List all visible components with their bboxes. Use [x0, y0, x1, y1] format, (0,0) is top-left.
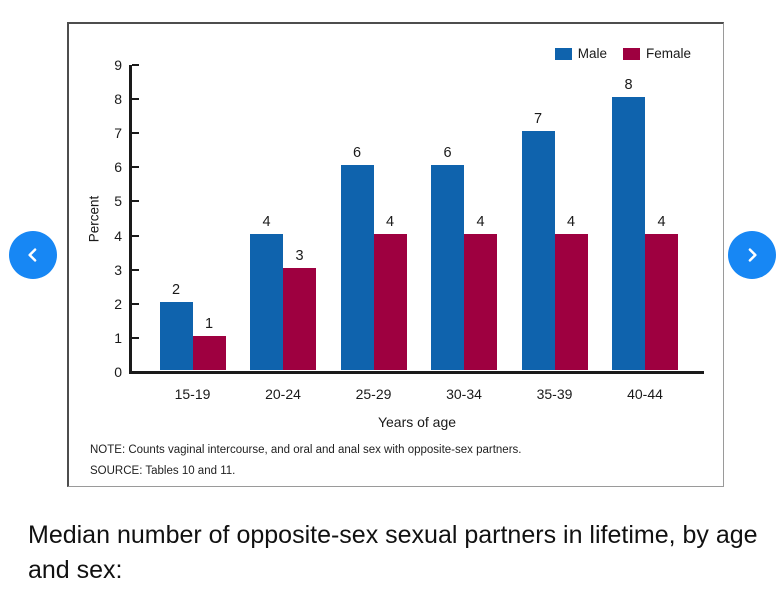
x-axis-line [129, 371, 704, 374]
bar-male-35-39 [521, 131, 555, 370]
bar-value-label: 6 [352, 145, 362, 162]
chevron-left-icon [23, 245, 43, 265]
y-tick [132, 371, 139, 373]
legend-item-female: Female [622, 46, 691, 61]
y-tick-label: 3 [114, 261, 122, 278]
y-tick-label: 5 [114, 193, 122, 210]
y-tick [132, 98, 139, 101]
legend-swatch-male [554, 47, 572, 60]
bar-value-label: 2 [171, 281, 181, 298]
chart-legend: Male Female [554, 46, 691, 61]
bar-value-label: 4 [566, 213, 576, 230]
bar-value-label: 7 [533, 111, 543, 128]
bar-female-15-19 [192, 335, 226, 370]
bar-female-25-29 [373, 233, 407, 370]
x-tick-label-20-24: 20-24 [265, 386, 301, 402]
y-tick [132, 268, 139, 271]
bar-value-label: 3 [295, 247, 304, 264]
bar-female-35-39 [554, 233, 588, 370]
carousel-prev-button[interactable] [9, 231, 57, 279]
y-tick-label: 7 [114, 125, 122, 142]
x-axis-title: Years of age [377, 414, 457, 430]
chart-source: SOURCE: Tables 10 and 11. [90, 465, 236, 477]
x-tick-label-30-34: 30-34 [446, 386, 482, 402]
bar-value-label: 4 [657, 213, 666, 230]
bar-value-label: 1 [204, 315, 214, 332]
y-tick-label: 1 [114, 329, 122, 346]
y-tick-label: 4 [114, 227, 122, 244]
y-tick [132, 166, 139, 169]
y-tick-label: 0 [114, 364, 122, 380]
x-tick-label-15-19: 15-19 [174, 386, 211, 402]
carousel-next-button[interactable] [728, 231, 776, 279]
legend-swatch-female [622, 47, 640, 60]
x-tick-label-40-44: 40-44 [627, 386, 663, 402]
bar-value-label: 4 [262, 213, 271, 230]
y-tick [132, 234, 139, 237]
chevron-right-icon [742, 245, 762, 265]
bar-female-30-34 [464, 233, 497, 370]
y-tick [132, 132, 139, 135]
bar-value-label: 4 [385, 213, 395, 230]
y-axis-line [129, 65, 132, 374]
bar-male-15-19 [159, 301, 193, 370]
bar-value-label: 4 [476, 213, 485, 230]
y-tick-label: 2 [114, 295, 122, 312]
bar-male-20-24 [250, 233, 283, 370]
y-tick [132, 302, 139, 305]
bar-value-label: 8 [624, 77, 633, 94]
bar-female-40-44 [645, 233, 678, 370]
plot-area: Percent Years of age 0 1 2 3 4 5 6 7 8 9 2 1 15-19 4 3… [87, 58, 704, 430]
bar-male-25-29 [340, 165, 374, 370]
bar-value-label: 6 [443, 145, 452, 162]
x-tick-label-25-29: 25-29 [355, 386, 392, 402]
bar-male-30-34 [431, 165, 464, 370]
y-tick-label: 9 [114, 57, 122, 73]
bar-female-20-24 [283, 267, 316, 370]
y-tick [132, 200, 139, 203]
chart-note: NOTE: Counts vaginal intercourse, and or… [90, 444, 522, 456]
y-tick-label: 6 [114, 159, 122, 176]
y-tick-label: 8 [114, 91, 122, 108]
legend-label: Male [577, 46, 607, 61]
legend-item-male: Male [554, 46, 607, 61]
legend-label: Female [645, 46, 691, 61]
caption: Median number of opposite-sex sexual par… [28, 521, 758, 584]
y-tick [132, 336, 139, 339]
bar-male-40-44 [612, 97, 645, 370]
x-tick-label-35-39: 35-39 [536, 386, 573, 402]
y-tick [132, 64, 139, 66]
